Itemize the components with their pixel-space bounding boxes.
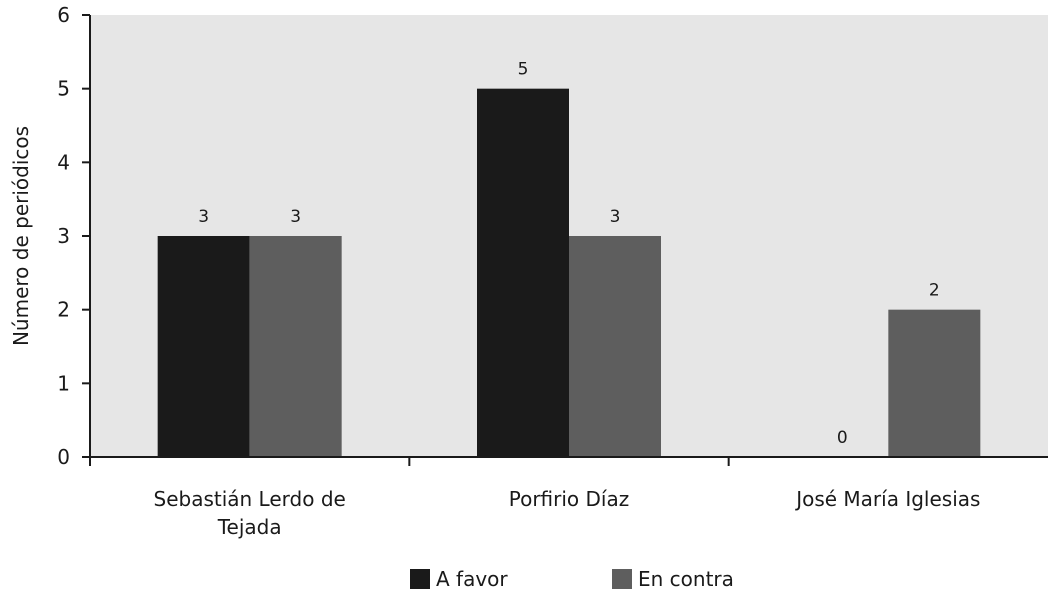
bar-data-label: 3	[198, 207, 209, 227]
y-axis-label: Número de periódicos	[9, 126, 33, 346]
bar-data-label: 3	[610, 207, 621, 227]
y-tick-label: 6	[57, 3, 70, 27]
bar-en-contra	[569, 236, 661, 457]
bar-a-favor	[477, 88, 569, 458]
x-categories-layer: Sebastián Lerdo de Tejada Porfirio Díaz Jos…	[154, 457, 980, 539]
legend-label: A favor	[436, 567, 508, 591]
bar-data-label: 3	[290, 207, 301, 227]
bar-en-contra	[249, 236, 342, 457]
legend-swatch	[612, 569, 632, 589]
bar-a-favor	[157, 236, 250, 457]
legend: A favor En contra	[410, 567, 734, 591]
x-category-label: José María Iglesias	[794, 487, 980, 511]
legend-swatch	[410, 569, 430, 589]
x-category-label: Sebastián Lerdo de Tejada	[154, 487, 346, 539]
x-category-label: Porfirio Díaz	[509, 487, 630, 511]
y-tick-label: 2	[57, 298, 70, 322]
y-tick-label: 1	[57, 371, 70, 395]
y-ticks-layer: 0 1 2 3 4 5 6	[57, 3, 90, 469]
y-tick-label: 3	[57, 224, 70, 248]
bar-data-label: 5	[518, 60, 529, 80]
y-tick-label: 5	[57, 77, 70, 101]
bar-en-contra	[888, 309, 981, 457]
bars-layer	[157, 88, 981, 458]
legend-label: En contra	[638, 567, 734, 591]
y-tick-label: 4	[57, 150, 70, 174]
data-labels-layer: 3 5 0 3 3 2	[198, 60, 939, 448]
y-tick-label: 0	[57, 445, 70, 469]
bar-data-label: 0	[837, 428, 848, 448]
bar-data-label: 2	[929, 281, 940, 301]
